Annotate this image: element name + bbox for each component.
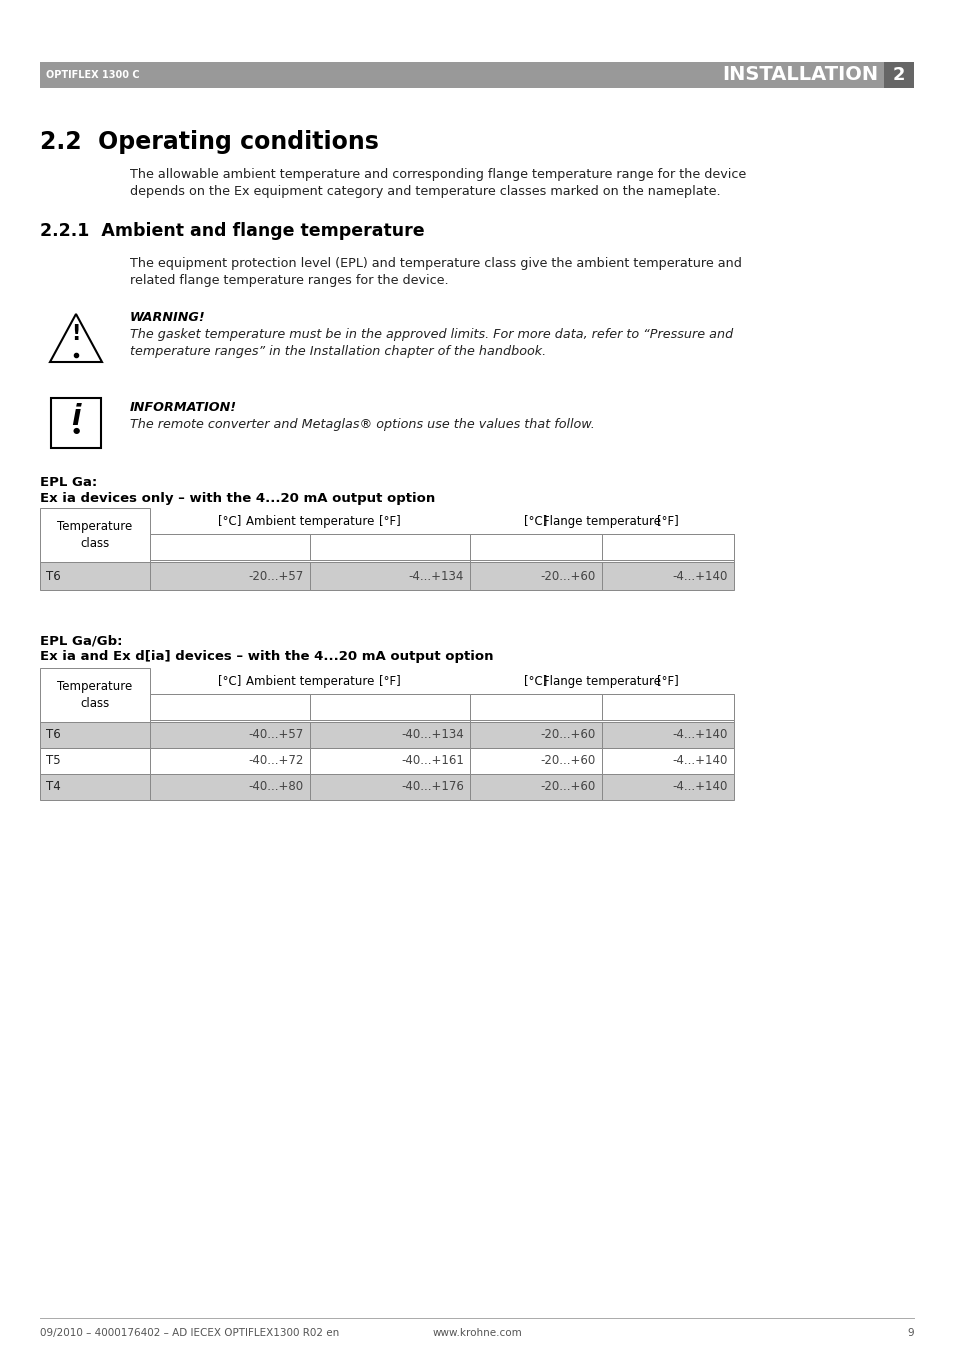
Bar — [40, 721, 150, 748]
Bar — [470, 534, 601, 561]
Text: OPTIFLEX 1300 C: OPTIFLEX 1300 C — [46, 70, 139, 80]
Bar — [601, 774, 733, 800]
Text: -4...+140: -4...+140 — [672, 754, 727, 767]
Text: -40...+161: -40...+161 — [400, 754, 463, 767]
Text: The gasket temperature must be in the approved limits. For more data, refer to “: The gasket temperature must be in the ap… — [130, 328, 733, 340]
Bar — [51, 399, 101, 449]
Bar — [601, 562, 733, 590]
Text: Flange temperature: Flange temperature — [542, 676, 660, 689]
Text: -40...+57: -40...+57 — [249, 728, 304, 742]
Text: www.krohne.com: www.krohne.com — [432, 1328, 521, 1337]
Bar — [470, 721, 601, 748]
Text: Temperature
class: Temperature class — [57, 520, 132, 550]
Polygon shape — [50, 313, 102, 362]
Text: 2: 2 — [892, 66, 904, 84]
Bar — [40, 774, 150, 800]
Text: EPL Ga:: EPL Ga: — [40, 476, 97, 489]
Text: -20...+60: -20...+60 — [540, 728, 596, 742]
Text: -40...+134: -40...+134 — [401, 728, 463, 742]
Text: [°C]: [°C] — [524, 515, 547, 527]
Bar — [150, 694, 470, 721]
Bar — [470, 562, 601, 590]
Text: [°F]: [°F] — [378, 515, 400, 527]
Text: ●: ● — [72, 427, 79, 435]
Bar — [150, 748, 310, 774]
Text: -4...+134: -4...+134 — [408, 570, 463, 582]
Bar — [310, 694, 470, 720]
Text: INFORMATION!: INFORMATION! — [130, 401, 237, 413]
Text: related flange temperature ranges for the device.: related flange temperature ranges for th… — [130, 274, 448, 286]
Text: -20...+60: -20...+60 — [540, 781, 596, 793]
Text: -40...+80: -40...+80 — [249, 781, 304, 793]
Text: The equipment protection level (EPL) and temperature class give the ambient temp: The equipment protection level (EPL) and… — [130, 257, 741, 270]
Text: EPL Ga/Gb:: EPL Ga/Gb: — [40, 634, 122, 647]
Bar — [40, 508, 150, 562]
Text: [°F]: [°F] — [657, 674, 679, 688]
Text: [°C]: [°C] — [218, 674, 241, 688]
Text: !: ! — [71, 324, 81, 345]
Text: -40...+72: -40...+72 — [249, 754, 304, 767]
Text: The remote converter and Metaglas® options use the values that follow.: The remote converter and Metaglas® optio… — [130, 417, 594, 431]
Text: INSTALLATION: INSTALLATION — [721, 65, 877, 85]
Bar — [310, 534, 470, 561]
Bar — [470, 774, 601, 800]
Text: Ex ia and Ex d[ia] devices – with the 4...20 mA output option: Ex ia and Ex d[ia] devices – with the 4.… — [40, 650, 493, 663]
Bar — [601, 748, 733, 774]
Text: -20...+57: -20...+57 — [249, 570, 304, 582]
Bar — [40, 667, 150, 721]
Text: -4...+140: -4...+140 — [672, 570, 727, 582]
Text: WARNING!: WARNING! — [130, 311, 206, 324]
Text: Temperature
class: Temperature class — [57, 680, 132, 711]
Text: Ambient temperature: Ambient temperature — [246, 676, 374, 689]
Text: The allowable ambient temperature and corresponding flange temperature range for: The allowable ambient temperature and co… — [130, 168, 745, 181]
Text: [°C]: [°C] — [218, 515, 241, 527]
Bar — [310, 721, 470, 748]
Bar — [150, 562, 310, 590]
Text: -4...+140: -4...+140 — [672, 781, 727, 793]
Bar — [310, 562, 470, 590]
Bar — [601, 534, 733, 561]
Text: 2.2.1  Ambient and flange temperature: 2.2.1 Ambient and flange temperature — [40, 222, 424, 240]
Text: [°F]: [°F] — [378, 674, 400, 688]
Text: 9: 9 — [906, 1328, 913, 1337]
Text: Ex ia devices only – with the 4...20 mA output option: Ex ia devices only – with the 4...20 mA … — [40, 492, 435, 505]
Text: -20...+60: -20...+60 — [540, 570, 596, 582]
Text: T6: T6 — [46, 728, 61, 742]
Bar — [150, 774, 310, 800]
Bar — [601, 694, 733, 720]
Bar — [470, 748, 601, 774]
Text: Ambient temperature: Ambient temperature — [246, 516, 374, 528]
Bar — [150, 721, 310, 748]
Bar — [310, 774, 470, 800]
Text: [°C]: [°C] — [524, 674, 547, 688]
Bar — [150, 534, 470, 562]
Bar — [40, 748, 150, 774]
Text: [°F]: [°F] — [657, 515, 679, 527]
Bar — [150, 534, 310, 561]
Bar — [310, 748, 470, 774]
Text: i: i — [71, 403, 81, 431]
Text: Flange temperature: Flange temperature — [542, 516, 660, 528]
Text: depends on the Ex equipment category and temperature classes marked on the namep: depends on the Ex equipment category and… — [130, 185, 720, 199]
Bar — [40, 62, 883, 88]
Bar — [470, 694, 601, 720]
Bar — [150, 694, 310, 720]
Text: 09/2010 – 4000176402 – AD IECEX OPTIFLEX1300 R02 en: 09/2010 – 4000176402 – AD IECEX OPTIFLEX… — [40, 1328, 339, 1337]
Text: -4...+140: -4...+140 — [672, 728, 727, 742]
Text: -20...+60: -20...+60 — [540, 754, 596, 767]
Bar — [470, 534, 733, 562]
Text: -40...+176: -40...+176 — [400, 781, 463, 793]
Text: T6: T6 — [46, 570, 61, 582]
Bar — [40, 562, 150, 590]
Text: 2.2  Operating conditions: 2.2 Operating conditions — [40, 130, 378, 154]
Bar — [601, 721, 733, 748]
Text: temperature ranges” in the Installation chapter of the handbook.: temperature ranges” in the Installation … — [130, 345, 545, 358]
Text: T4: T4 — [46, 781, 61, 793]
Bar — [883, 62, 913, 88]
Text: T5: T5 — [46, 754, 61, 767]
Bar — [470, 694, 733, 721]
